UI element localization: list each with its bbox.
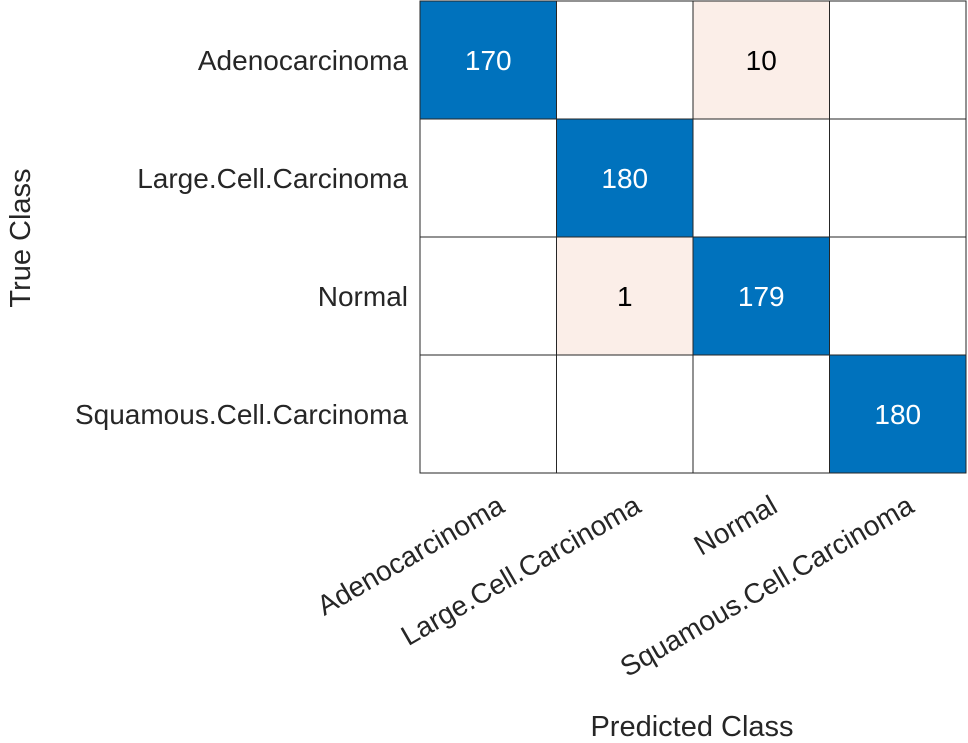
matrix-cell <box>692 118 830 238</box>
row-label: Normal <box>318 281 408 312</box>
matrix-cell <box>829 354 967 474</box>
matrix-cell <box>556 354 694 474</box>
y-axis-label: True Class <box>5 168 37 307</box>
row-label: Squamous.Cell.Carcinoma <box>75 399 408 430</box>
cell-value: 10 <box>746 45 777 76</box>
cell-value: 1 <box>617 281 633 312</box>
matrix-cell <box>419 0 557 120</box>
matrix-cell <box>556 0 694 120</box>
column-label: Large.Cell.Carcinoma <box>396 489 646 651</box>
column-label: Normal <box>689 489 783 561</box>
matrix-cell <box>419 118 557 238</box>
cell-layer <box>419 0 967 474</box>
x-axis-label: Predicted Class <box>590 711 793 743</box>
matrix-cell <box>829 118 967 238</box>
row-label: Adenocarcinoma <box>198 45 409 76</box>
matrix-cell <box>556 118 694 238</box>
cell-value: 179 <box>738 281 785 312</box>
matrix-cell <box>829 0 967 120</box>
matrix-cell <box>692 0 830 120</box>
matrix-cell <box>556 236 694 356</box>
matrix-cell <box>692 354 830 474</box>
matrix-cell <box>419 236 557 356</box>
matrix-cell <box>419 354 557 474</box>
cell-value: 180 <box>874 399 921 430</box>
matrix-cell <box>829 236 967 356</box>
cell-value: 180 <box>601 163 648 194</box>
row-label-layer: Adenocarcinoma Large.Cell.Carcinoma Normal… <box>75 45 408 430</box>
row-label: Large.Cell.Carcinoma <box>137 163 408 194</box>
cell-value: 170 <box>465 45 512 76</box>
cell-value-layer: 170 10 180 1 179 180 <box>465 45 921 430</box>
